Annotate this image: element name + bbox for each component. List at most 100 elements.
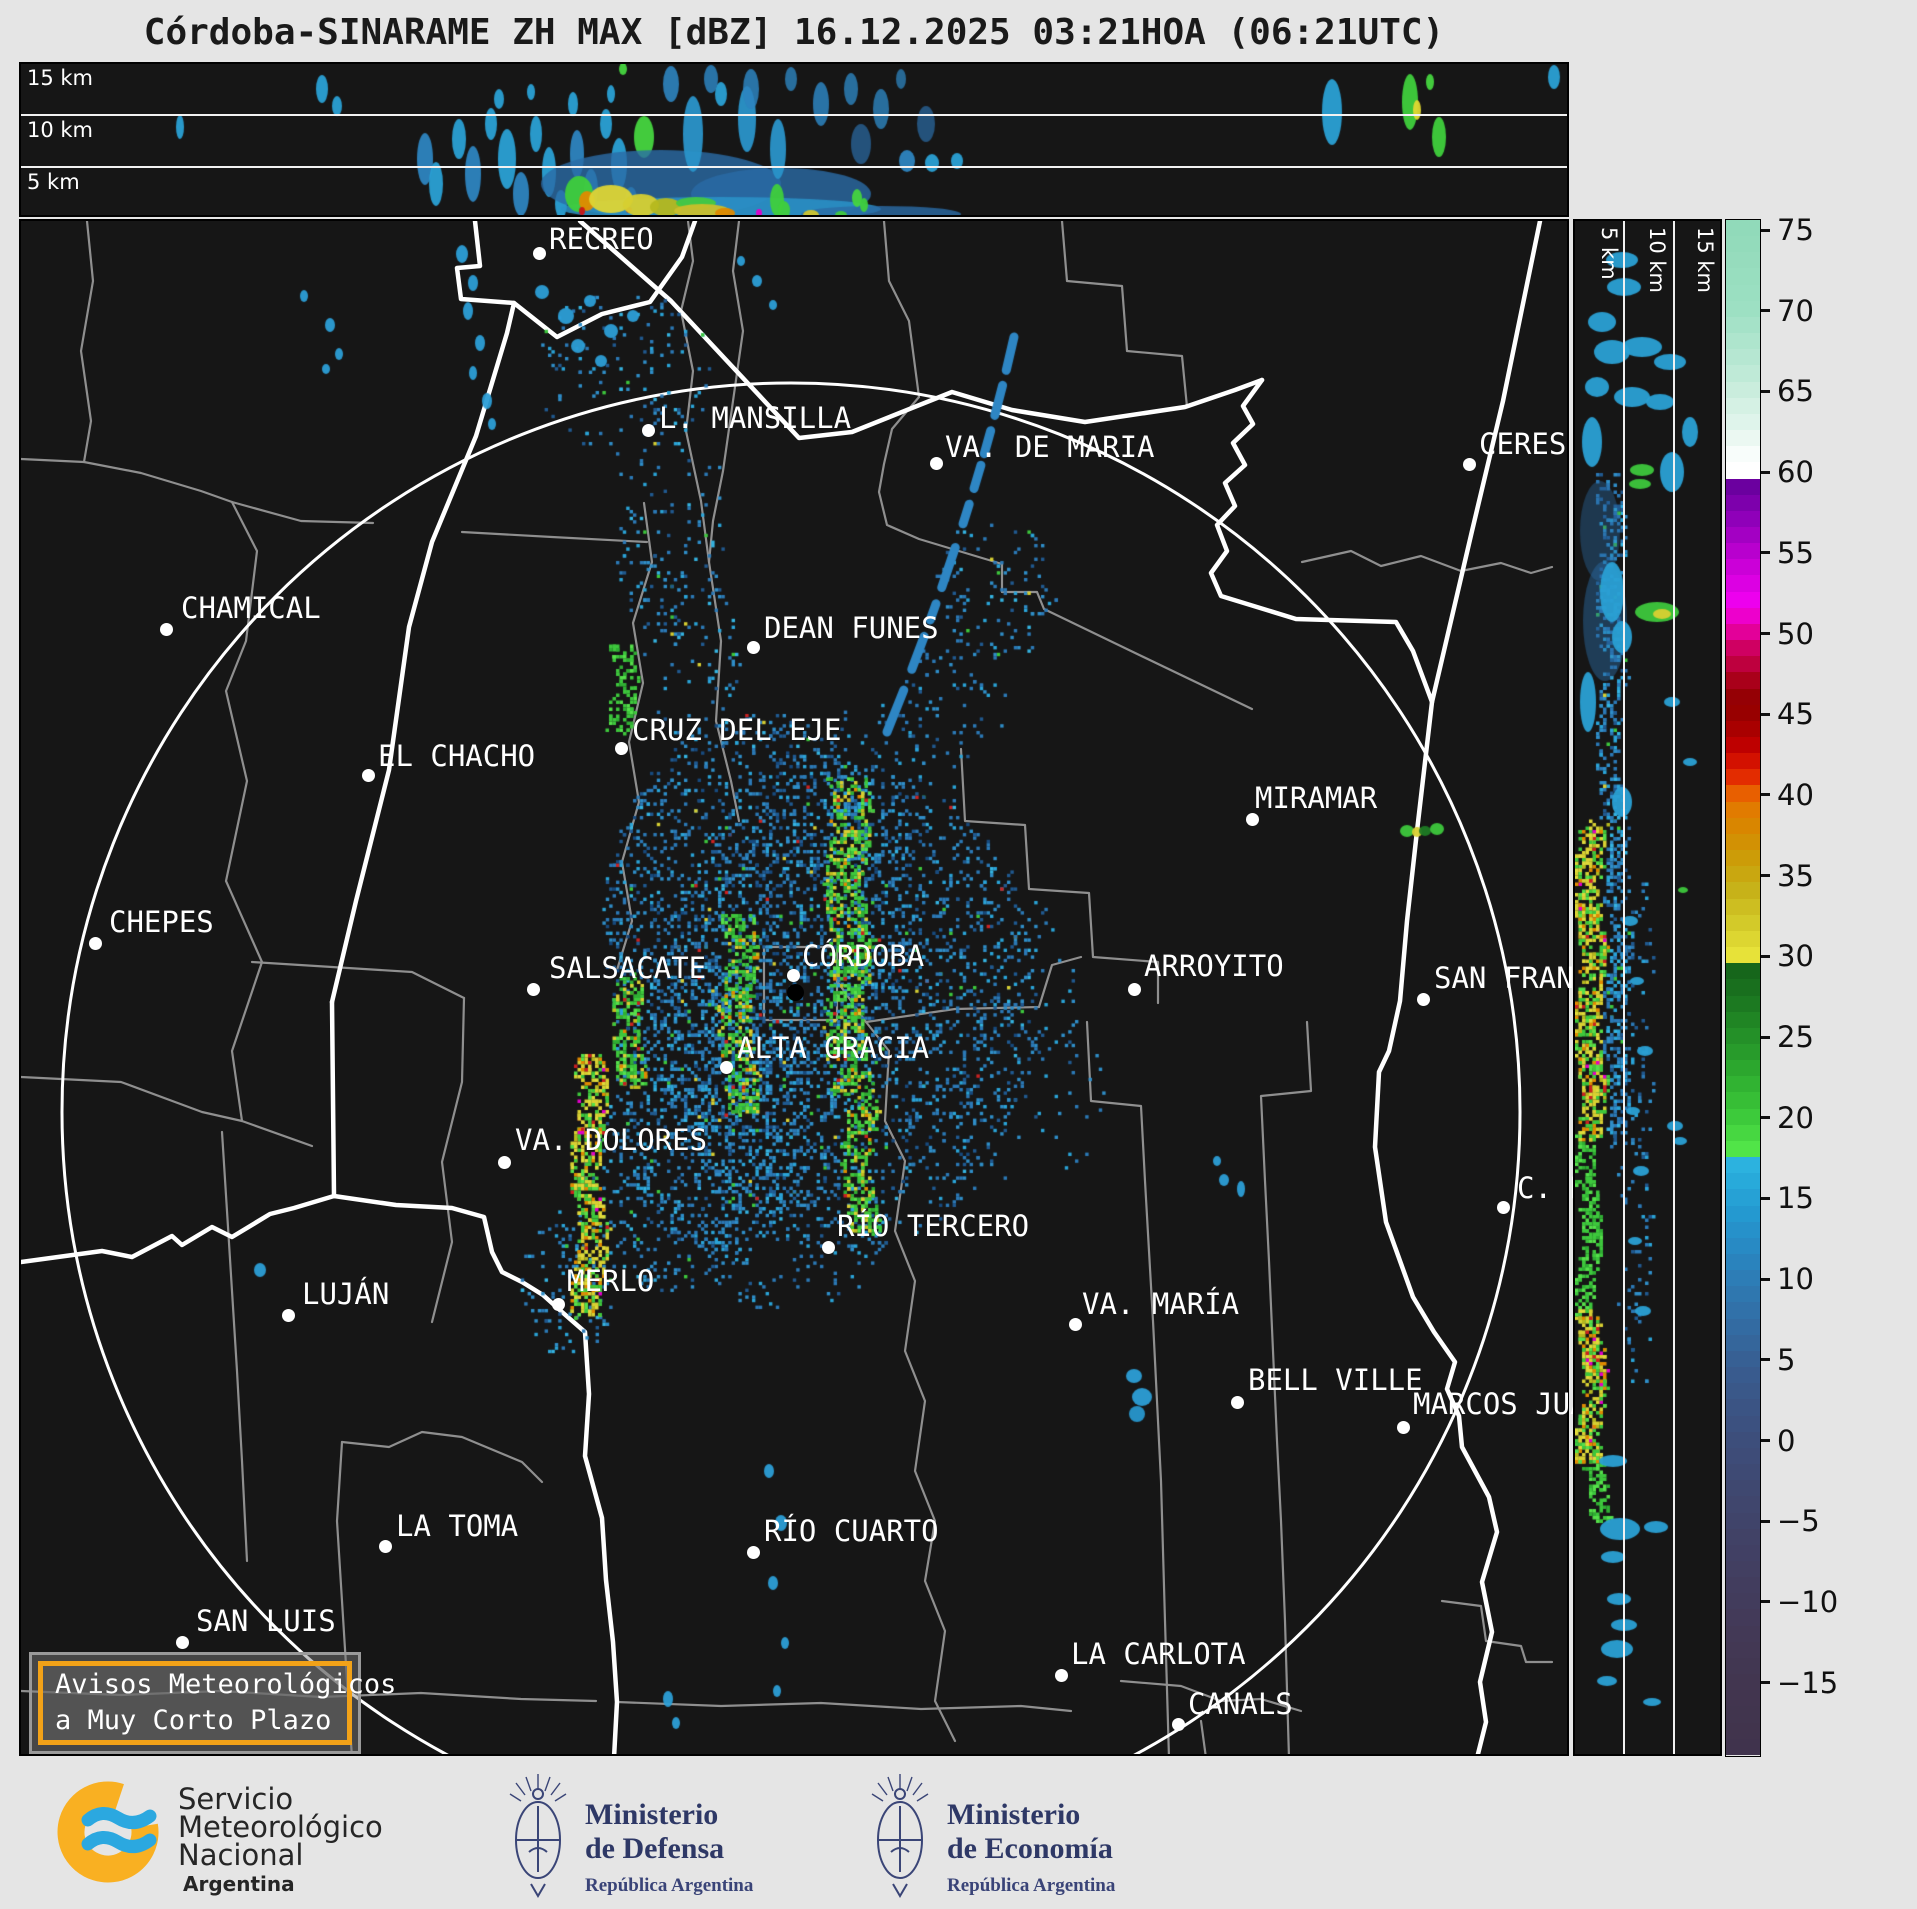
- city-dot: [1068, 1317, 1082, 1331]
- colorbar-band: [1726, 1496, 1760, 1513]
- city-dot: [378, 1539, 392, 1553]
- colorbar-band: [1726, 801, 1760, 818]
- side-panel-5km-line: [1623, 221, 1625, 1754]
- economia-text-de-economia: de Economía: [947, 1832, 1113, 1865]
- colorbar-band: [1726, 365, 1760, 382]
- colorbar-tick-label: 65: [1777, 374, 1814, 409]
- colorbar-tick-label: −10: [1777, 1584, 1839, 1619]
- colorbar-tick-label: 40: [1777, 777, 1814, 812]
- colorbar-band: [1726, 397, 1760, 414]
- colorbar-band: [1726, 349, 1760, 366]
- colorbar-band: [1726, 720, 1760, 737]
- colorbar-band: [1726, 1157, 1760, 1174]
- city-dot: [175, 1635, 189, 1649]
- city-label: CRUZ DEL EJE: [632, 713, 842, 747]
- city-dot: [526, 982, 540, 996]
- colorbar-band: [1726, 1221, 1760, 1238]
- city-dot: [929, 456, 943, 470]
- colorbar-band: [1726, 300, 1760, 317]
- radar-site-dot: [786, 983, 804, 1001]
- city-label: RÍO TERCERO: [837, 1209, 1030, 1243]
- city-dot: [497, 1155, 511, 1169]
- colorbar-band: [1726, 413, 1760, 431]
- colorbar-band: [1726, 623, 1760, 641]
- colorbar-band: [1726, 333, 1760, 350]
- colorbar-band: [1726, 1205, 1760, 1222]
- colorbar-tick-label: 30: [1777, 939, 1814, 974]
- city-label: LA CARLOTA: [1071, 1637, 1246, 1671]
- colorbar-band: [1726, 979, 1760, 996]
- colorbar-band: [1726, 1189, 1760, 1206]
- colorbar-band: [1726, 1447, 1760, 1465]
- city-label: RÍO CUARTO: [764, 1514, 939, 1548]
- colorbar-tick: [1761, 1600, 1770, 1604]
- city-label: CANALS: [1188, 1687, 1293, 1721]
- city-dot: [1462, 457, 1476, 471]
- top-panel-5km-line: [21, 166, 1567, 168]
- colorbar-tick: [1761, 309, 1770, 313]
- colorbar-band: [1726, 1237, 1760, 1254]
- colorbar-tick: [1761, 1196, 1770, 1200]
- city-label: VA. MARÍA: [1082, 1287, 1240, 1321]
- colorbar-tick: [1761, 1277, 1770, 1281]
- defensa-crest-icon: [509, 1774, 567, 1898]
- side-altitude-label-5km: 5 km: [1597, 227, 1621, 280]
- top-cross-section-echoes: [21, 64, 1567, 215]
- colorbar-band: [1726, 1722, 1760, 1739]
- economia-text-republica: República Argentina: [947, 1875, 1116, 1896]
- top-panel-10km-line: [21, 114, 1567, 116]
- colorbar-tick-label: 0: [1777, 1423, 1796, 1458]
- city-dot: [746, 640, 760, 654]
- colorbar-band: [1726, 252, 1760, 269]
- city-label: LUJÁN: [302, 1277, 390, 1311]
- colorbar-band: [1726, 1593, 1760, 1610]
- city-dot: [719, 1060, 733, 1074]
- colorbar-tick-label: −15: [1777, 1665, 1839, 1700]
- city-label: SALSACATE: [549, 951, 707, 985]
- colorbar-tick: [1761, 632, 1770, 635]
- colorbar-tick: [1761, 389, 1770, 393]
- colorbar-band: [1726, 575, 1760, 592]
- colorbar-band: [1726, 833, 1760, 851]
- city-dot: [551, 1297, 565, 1311]
- colorbar-band: [1726, 704, 1760, 721]
- colorbar-band: [1726, 526, 1760, 544]
- colorbar-band: [1726, 688, 1760, 705]
- colorbar-tick-label: −5: [1777, 1504, 1820, 1539]
- city-dot: [1171, 1717, 1185, 1731]
- colorbar-band: [1726, 640, 1760, 657]
- colorbar-band: [1726, 1577, 1760, 1594]
- colorbar-band: [1726, 607, 1760, 624]
- altitude-label-10km: 10 km: [27, 118, 94, 142]
- colorbar-tick-label: 75: [1777, 213, 1814, 247]
- side-altitude-label-10km: 10 km: [1645, 227, 1669, 294]
- colorbar-band: [1726, 1674, 1760, 1691]
- colorbar-band: [1726, 1302, 1760, 1319]
- colorbar-band: [1726, 591, 1760, 608]
- city-label: ARROYITO: [1144, 949, 1284, 983]
- colorbar-band: [1726, 1092, 1760, 1109]
- colorbar-band: [1726, 898, 1760, 915]
- warning-box-inner: Avisos Meteorológicos a Muy Corto Plazo: [38, 1661, 396, 1745]
- colorbar-band: [1726, 737, 1760, 754]
- defensa-text-de-defensa: de Defensa: [585, 1832, 725, 1865]
- colorbar-band: [1726, 866, 1760, 883]
- colorbar-band: [1726, 995, 1760, 1012]
- colorbar-band: [1726, 1124, 1760, 1141]
- city-dot: [532, 246, 546, 260]
- city-dot: [1416, 992, 1430, 1006]
- city-label: CERES: [1479, 427, 1567, 461]
- warning-box[interactable]: Avisos Meteorológicos a Muy Corto Plazo: [29, 1652, 396, 1754]
- colorbar-band: [1726, 284, 1760, 301]
- city-label: CHAMICAL: [181, 591, 321, 625]
- colorbar-tick: [1761, 1681, 1770, 1685]
- colorbar-tick: [1761, 1035, 1770, 1039]
- colorbar-band: [1726, 753, 1760, 770]
- colorbar-band: [1726, 1560, 1760, 1578]
- colorbar-band: [1726, 850, 1760, 867]
- city-dot: [1127, 982, 1141, 996]
- colorbar-band: [1726, 1528, 1760, 1545]
- smn-text-nacional: Nacional: [178, 1838, 304, 1872]
- warning-line-2: a Muy Corto Plazo: [55, 1705, 332, 1736]
